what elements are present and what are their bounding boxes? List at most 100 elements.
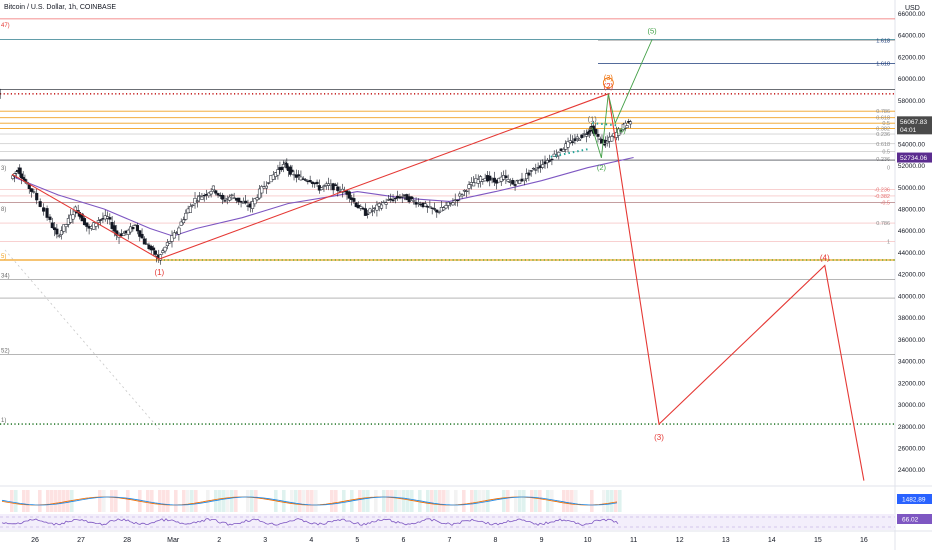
candle-body <box>211 185 215 191</box>
osc-bar <box>522 490 526 512</box>
candle-body <box>184 212 188 220</box>
candle-body <box>50 222 54 229</box>
candle-body <box>478 176 483 182</box>
candle-body <box>19 173 24 178</box>
candle-body <box>71 214 75 220</box>
candle-body <box>382 201 386 204</box>
y-tick-label: 36000.00 <box>898 337 925 344</box>
candle-body <box>536 167 540 169</box>
candle-body <box>625 125 629 129</box>
y-tick-label: 58000.00 <box>898 98 925 105</box>
osc-bar <box>502 490 506 512</box>
candle-body <box>35 192 39 201</box>
osc-bar <box>446 490 450 512</box>
candle-body <box>462 189 466 192</box>
y-tick-label: 38000.00 <box>898 315 925 322</box>
osc-bar <box>390 490 394 512</box>
candle-body <box>460 194 464 197</box>
candle-body <box>506 179 510 182</box>
osc-bar <box>166 490 170 512</box>
x-tick-label: Mar <box>167 537 180 544</box>
ma-line <box>11 156 634 237</box>
osc-bar <box>614 490 618 512</box>
candle-body <box>504 175 508 179</box>
osc-bar <box>602 490 606 512</box>
candle-body <box>610 136 614 142</box>
candle-body <box>253 198 257 205</box>
candle-body <box>179 221 183 226</box>
subwave-label: (1) <box>588 115 598 124</box>
candle-body <box>255 197 259 201</box>
osc-bar <box>530 490 534 512</box>
candle-body <box>158 254 163 261</box>
y-tick-label: 66000.00 <box>898 11 925 18</box>
y-tick-label: 54000.00 <box>898 141 925 148</box>
y-tick-label: 60000.00 <box>898 76 925 83</box>
x-tick-label: 9 <box>540 537 544 544</box>
candle-body <box>359 206 363 209</box>
candle-body <box>391 199 395 202</box>
candle-body <box>333 184 338 186</box>
ma-price-tag <box>897 152 932 163</box>
x-tick-label: 12 <box>676 537 684 544</box>
horizontal-levels: 47) 5) 34) 52) 1) <box>0 18 895 425</box>
y-tick-label: 26000.00 <box>898 445 925 452</box>
candle-body <box>228 196 232 201</box>
candle-body <box>38 201 42 207</box>
osc-bar <box>330 490 334 512</box>
y-axis[interactable]: 24000.00 26000.00 28000.00 30000.00 32000.00… <box>898 11 925 474</box>
osc-bar <box>362 490 366 512</box>
candle-body <box>336 186 340 191</box>
candle-body <box>99 219 103 221</box>
y-tick-label: 32000.00 <box>898 380 925 387</box>
osc-value: 1482.89 <box>902 497 926 504</box>
candle-body <box>423 203 427 207</box>
subwave-path <box>591 39 653 159</box>
candle-body <box>444 205 448 209</box>
candle-body <box>525 173 529 179</box>
left-edge-label: 3) <box>1 166 6 172</box>
candle-body <box>214 190 218 194</box>
candle-body <box>32 191 36 193</box>
candle-body <box>276 169 280 176</box>
candle-body <box>393 197 397 200</box>
osc-bar <box>394 490 398 512</box>
candle-body <box>165 242 169 247</box>
candle-body <box>285 163 289 169</box>
candle-body <box>534 169 538 171</box>
x-tick-label: 28 <box>123 537 131 544</box>
candle-body <box>580 134 584 138</box>
candle-body <box>216 193 220 196</box>
osc-bar <box>302 490 306 512</box>
osc-bar <box>618 490 622 512</box>
currency-label: USD <box>905 5 920 12</box>
candle-body <box>14 171 18 174</box>
x-axis[interactable]: 26 27 28 Mar 2 3 4 5 6 7 8 9 10 11 12 13 14 15 16 <box>31 537 868 544</box>
candle-body <box>292 173 296 176</box>
candle-body <box>200 196 204 200</box>
osc-bar <box>306 490 310 512</box>
osc-bar <box>374 490 378 512</box>
candle-body <box>209 191 213 195</box>
osc-bar <box>518 490 522 512</box>
osc-bar <box>222 490 226 512</box>
y-tick-label: 44000.00 <box>898 250 925 257</box>
osc-bar <box>150 490 154 512</box>
x-tick-label: 3 <box>263 537 267 544</box>
candle-body <box>112 225 116 232</box>
candle-body <box>432 208 437 210</box>
candle-body <box>605 140 609 144</box>
candle-body <box>11 175 15 179</box>
candle-body <box>115 230 119 236</box>
candle-body <box>108 217 112 220</box>
x-tick-label: 16 <box>860 537 868 544</box>
candle-body <box>142 238 146 245</box>
candle-body <box>370 210 374 212</box>
candle-body <box>513 184 517 186</box>
candle-body <box>577 138 582 141</box>
candle-body <box>628 121 633 125</box>
x-tick-label: 10 <box>584 537 592 544</box>
wave-label: (1) <box>154 268 164 277</box>
